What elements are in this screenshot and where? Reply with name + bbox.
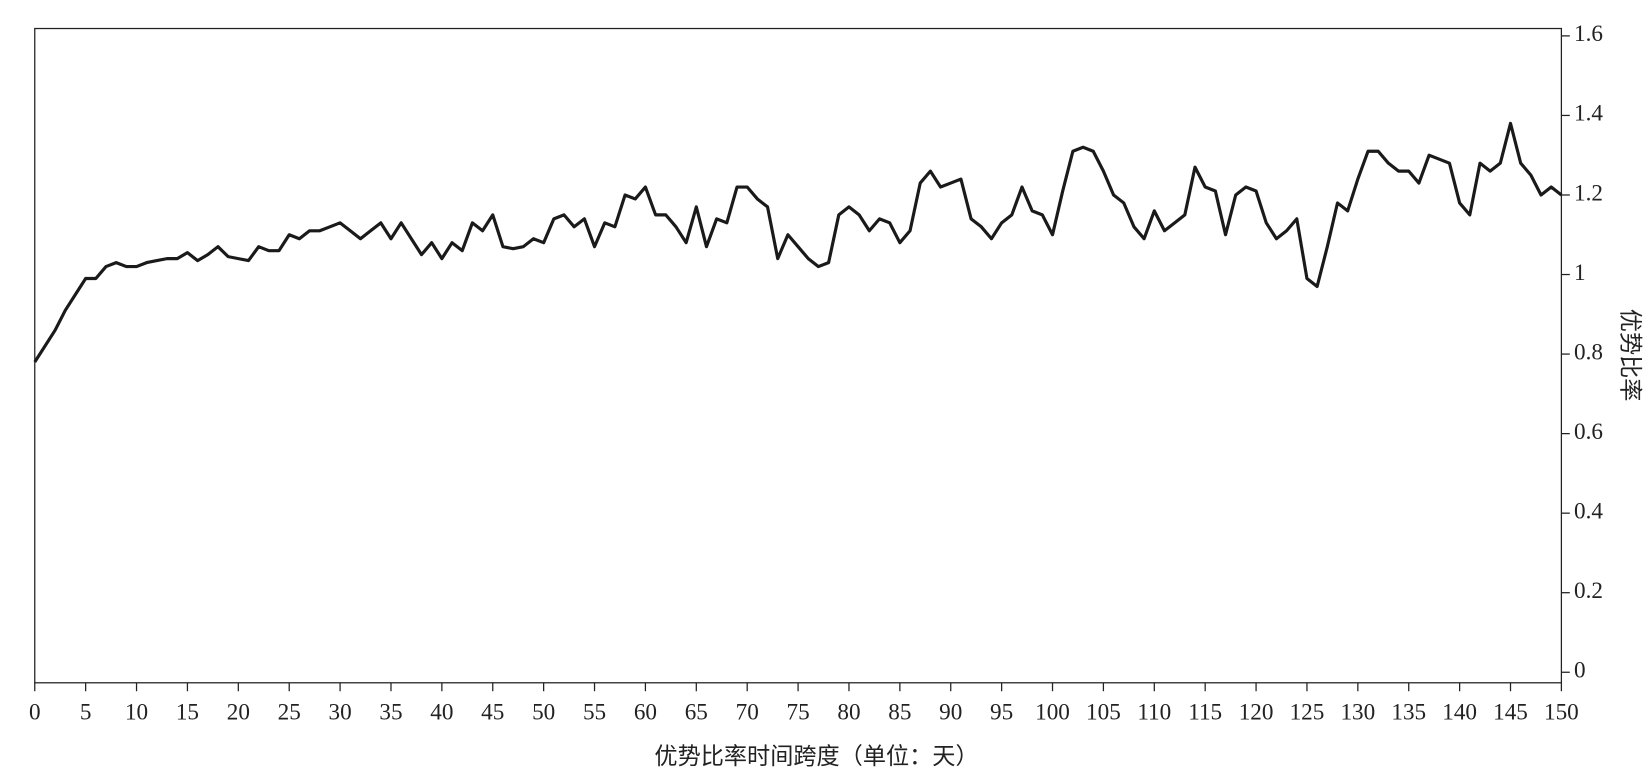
x-tick-label: 10 <box>125 700 148 726</box>
x-tick-label: 110 <box>1137 700 1171 726</box>
x-tick-label: 15 <box>176 700 199 726</box>
x-tick-label: 135 <box>1391 700 1426 726</box>
y-tick-label: 0 <box>1574 658 1586 684</box>
x-tick-label: 85 <box>888 700 911 726</box>
y-tick-label: 1.2 <box>1574 180 1603 206</box>
x-tick-label: 145 <box>1493 700 1528 726</box>
x-tick-label: 50 <box>532 700 555 726</box>
x-tick-label: 120 <box>1239 700 1274 726</box>
x-tick-label: 105 <box>1086 700 1121 726</box>
x-tick-label: 90 <box>939 700 962 726</box>
x-tick-label: 35 <box>379 700 402 726</box>
x-tick-label: 25 <box>278 700 301 726</box>
x-tick-label: 70 <box>736 700 759 726</box>
x-tick-label: 20 <box>227 700 250 726</box>
x-tick-label: 125 <box>1290 700 1325 726</box>
x-tick-label: 100 <box>1035 700 1070 726</box>
x-tick-label: 5 <box>80 700 92 726</box>
x-tick-label: 65 <box>685 700 708 726</box>
x-tick-label: 45 <box>481 700 504 726</box>
x-tick-label: 60 <box>634 700 657 726</box>
x-tick-label: 80 <box>837 700 860 726</box>
line <box>33 121 1563 363</box>
y-tick-label: 0.2 <box>1574 578 1603 604</box>
x-tick-label: 40 <box>430 700 453 726</box>
x-axis-label: 优势比率时间跨度（单位：天） <box>654 744 978 770</box>
x-tick-label: 140 <box>1442 700 1477 726</box>
x-tick-label: 55 <box>583 700 606 726</box>
x-tick-label: 115 <box>1188 700 1222 726</box>
x-tick-label: 75 <box>787 700 810 726</box>
x-tick-label: 150 <box>1544 700 1579 726</box>
x-tick-label: 130 <box>1340 700 1375 726</box>
plot-frame <box>34 27 1563 684</box>
y-tick-label: 1 <box>1574 260 1586 286</box>
y-tick-label: 0.6 <box>1574 419 1603 445</box>
x-tick-label: 30 <box>329 700 352 726</box>
x-tick-label: 0 <box>29 700 41 726</box>
y-tick-label: 1.4 <box>1574 101 1603 127</box>
x-tick-label: 95 <box>990 700 1013 726</box>
y-tick-label: 1.6 <box>1574 21 1603 47</box>
y-tick-label: 0.4 <box>1574 498 1603 524</box>
y-tick-label: 0.8 <box>1574 339 1603 365</box>
y-axis-label: 优势比率 <box>1616 309 1642 402</box>
